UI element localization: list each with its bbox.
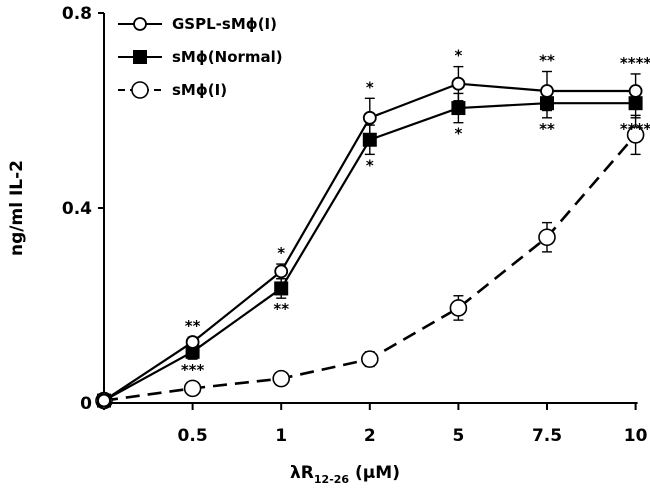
significance-label-below: * — [454, 125, 462, 143]
legend-label: GSPL-sMϕ(I) — [172, 15, 277, 33]
data-point — [362, 110, 377, 125]
data-point — [274, 281, 289, 296]
data-point — [362, 132, 377, 147]
data-point — [131, 81, 149, 99]
data-point — [274, 264, 289, 279]
significance-label-below: ** — [273, 300, 289, 318]
data-point — [133, 17, 147, 31]
legend-label: sMϕ(Normal) — [172, 48, 283, 66]
data-point — [183, 379, 202, 398]
data-point — [185, 335, 200, 349]
data-point — [272, 369, 291, 388]
significance-label-below: *** — [181, 361, 205, 379]
data-point — [449, 299, 468, 317]
data-point — [451, 76, 466, 91]
y-tick-label: 0.4 — [62, 199, 92, 219]
data-point — [97, 393, 111, 408]
y-tick-label: 0 — [80, 394, 92, 414]
x-tick-label: 0.5 — [178, 426, 208, 446]
significance-label-above: * — [454, 47, 462, 65]
significance-label-above: * — [277, 244, 285, 262]
data-point — [451, 101, 466, 116]
legend-entry-2: sMϕ(I) — [118, 81, 227, 99]
series-0 — [97, 65, 643, 408]
y-tick-label: 0.8 — [62, 4, 92, 24]
x-axis-title: λR12-26 (μM) — [290, 463, 400, 486]
x-tick-label: 2 — [364, 426, 376, 446]
series-layer — [95, 65, 645, 410]
x-tick-label: 1 — [275, 426, 287, 446]
axes: 0 0.4 0.8 0.5 1 2 5 7.5 10 — [62, 4, 648, 446]
data-point — [626, 126, 645, 144]
significance-label-above: * — [366, 78, 374, 96]
data-point — [540, 84, 554, 98]
x-tick-label: 5 — [452, 426, 464, 446]
significance-label-below: ** — [539, 120, 555, 138]
data-point — [538, 228, 556, 247]
significance-label-below: **** — [620, 120, 650, 138]
x-axis-title-unit: (μM) — [349, 463, 400, 483]
legend: GSPL-sMϕ(I) sMϕ(Normal) sMϕ(I) — [118, 15, 283, 99]
data-point — [133, 50, 147, 64]
legend-label: sMϕ(I) — [172, 81, 227, 99]
x-tick-label: 7.5 — [532, 426, 562, 446]
significance-label-above: ** — [539, 52, 555, 70]
data-point — [185, 344, 200, 359]
y-axis-title: ng/ml IL-2 — [7, 160, 27, 256]
significance-label-above: **** — [620, 54, 650, 72]
significance-label-above: ** — [185, 317, 201, 335]
x-tick-label: 10 — [624, 426, 648, 446]
legend-entry-0: GSPL-sMϕ(I) — [118, 15, 277, 33]
data-point — [628, 84, 643, 98]
x-axis-title-subscript: 12-26 — [314, 473, 350, 486]
significance-annotations: ***** ** *********** ** **** — [181, 47, 650, 380]
data-point — [360, 350, 379, 368]
x-axis-title-main: λR — [290, 463, 314, 483]
significance-label-below: * — [366, 156, 374, 174]
legend-entry-1: sMϕ(Normal) — [118, 48, 283, 66]
